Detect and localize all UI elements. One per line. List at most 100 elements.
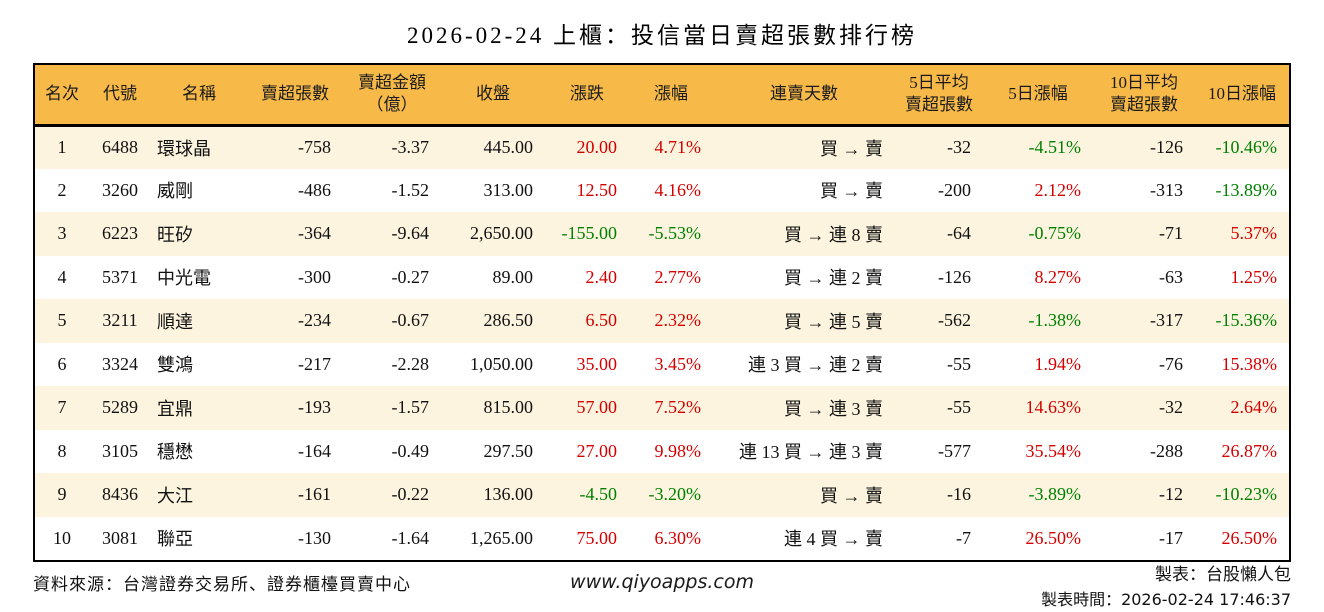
cell-pct10: -10.23%: [1215, 484, 1278, 505]
cell-pct5: 35.54%: [1025, 440, 1082, 461]
cell-amount: -3.37: [391, 137, 430, 157]
cell-streak: 連 4 買 → 賣: [784, 529, 883, 550]
header-pct5: 5日漲幅: [983, 65, 1093, 127]
cell-change_pct: 7.52%: [654, 397, 702, 418]
cell-change: 35.00: [576, 353, 618, 374]
cell-pct10: 2.64%: [1230, 397, 1278, 418]
cell-avg5: -126: [938, 266, 971, 287]
table-row: 10 3081 聯亞 -130 -1.64 1,265.00 75.00 6.30% 連 4 買…: [35, 516, 1289, 560]
cell-rank: 10: [53, 527, 71, 548]
cell-change_pct: 2.32%: [654, 310, 702, 331]
cell-net_sell: -161: [298, 484, 331, 505]
cell-avg10: -313: [1150, 179, 1183, 200]
cell-change: 6.50: [585, 310, 618, 331]
cell-code: 5371: [102, 266, 138, 287]
cell-avg10: -317: [1150, 310, 1183, 331]
cell-pct10: 15.38%: [1221, 353, 1278, 374]
cell-change_pct: 6.30%: [654, 527, 702, 548]
cell-pct5: -4.51%: [1028, 137, 1082, 157]
header-name: 名稱: [151, 65, 247, 127]
cell-code: 5289: [102, 397, 138, 418]
cell-close: 815.00: [483, 397, 534, 418]
cell-avg10: -63: [1159, 266, 1183, 287]
cell-streak: 買 → 賣: [820, 181, 883, 202]
header-avg5: 5日平均 賣超張數: [895, 65, 983, 127]
cell-avg10: -71: [1159, 223, 1183, 244]
table-row: 6 3324 雙鴻 -217 -2.28 1,050.00 35.00 3.45% 連 3 買 …: [35, 342, 1289, 386]
cell-pct5: 1.94%: [1034, 353, 1082, 374]
header-rank: 名次: [35, 65, 89, 127]
cell-streak: 買 → 連 2 賣: [784, 268, 883, 289]
cell-pct10: -15.36%: [1215, 310, 1278, 331]
cell-avg10: -126: [1150, 137, 1183, 157]
cell-pct10: -13.89%: [1215, 179, 1278, 200]
cell-code: 3211: [102, 310, 138, 331]
header-amount: 賣超金額 （億）: [343, 65, 441, 127]
cell-code: 3081: [102, 527, 138, 548]
cell-name: 順達: [157, 311, 193, 332]
cell-streak: 連 13 買 → 連 3 賣: [739, 442, 883, 463]
cell-pct10: 26.87%: [1221, 440, 1278, 461]
cell-change_pct: -5.53%: [648, 223, 702, 244]
cell-close: 2,650.00: [470, 223, 533, 244]
cell-avg5: -16: [947, 484, 971, 505]
cell-net_sell: -164: [298, 440, 331, 461]
cell-pct10: 26.50%: [1221, 527, 1278, 548]
footer-website-url: www.qiyoapps.com: [570, 571, 754, 593]
cell-change_pct: 3.45%: [654, 353, 702, 374]
cell-change: -155.00: [561, 223, 618, 244]
cell-avg10: -32: [1159, 397, 1183, 418]
cell-amount: -0.49: [391, 440, 430, 461]
cell-change: 2.40: [585, 266, 618, 287]
cell-pct5: 14.63%: [1025, 397, 1082, 418]
cell-pct5: -1.38%: [1028, 310, 1082, 331]
header-code: 代號: [89, 65, 151, 127]
cell-change: 27.00: [576, 440, 618, 461]
cell-close: 1,050.00: [470, 353, 533, 374]
header-avg10: 10日平均 賣超張數: [1093, 65, 1195, 127]
cell-rank: 2: [57, 179, 67, 200]
cell-net_sell: -130: [298, 527, 331, 548]
cell-change: 57.00: [576, 397, 618, 418]
table-row: 8 3105 穩懋 -164 -0.49 297.50 27.00 9.98% 連 13 買 →…: [35, 429, 1289, 473]
cell-net_sell: -486: [298, 179, 331, 200]
cell-change_pct: -3.20%: [648, 484, 702, 505]
table-body: 1 6488 環球晶 -758 -3.37 445.00 20.00 4.71% 買 → 賣 -3…: [35, 125, 1289, 560]
cell-streak: 買 → 連 3 賣: [784, 398, 883, 419]
footer-generated-time: 製表時間：2026-02-24 17:46:37: [1041, 590, 1291, 609]
cell-rank: 1: [57, 137, 67, 157]
table-row: 3 6223 旺矽 -364 -9.64 2,650.00 -155.00 -5.53% 買 →…: [35, 212, 1289, 256]
cell-amount: -0.67: [391, 310, 430, 331]
table-row: 9 8436 大江 -161 -0.22 136.00 -4.50 -3.20% 買 → 賣 -1…: [35, 473, 1289, 517]
cell-avg10: -12: [1159, 484, 1183, 505]
cell-name: 威剛: [157, 181, 193, 202]
cell-streak: 買 → 連 8 賣: [784, 224, 883, 245]
cell-change_pct: 4.16%: [654, 179, 702, 200]
cell-streak: 買 → 賣: [820, 138, 883, 159]
cell-pct5: -0.75%: [1028, 223, 1082, 244]
cell-amount: -0.27: [391, 266, 430, 287]
header-pct10: 10日漲幅: [1195, 65, 1289, 127]
cell-net_sell: -217: [298, 353, 331, 374]
cell-code: 3324: [102, 353, 138, 374]
cell-name: 環球晶: [157, 138, 211, 159]
page-title: 2026-02-24 上櫃：投信當日賣超張數排行榜: [406, 23, 918, 48]
cell-close: 286.50: [483, 310, 534, 331]
cell-avg5: -577: [938, 440, 971, 461]
footer-data-source: 資料來源：台灣證券交易所、證券櫃檯買賣中心: [33, 575, 411, 594]
cell-code: 8436: [102, 484, 138, 505]
cell-amount: -1.52: [391, 179, 430, 200]
cell-avg10: -76: [1159, 353, 1183, 374]
cell-amount: -1.57: [391, 397, 430, 418]
cell-amount: -2.28: [391, 353, 430, 374]
cell-net_sell: -758: [298, 137, 331, 157]
cell-close: 445.00: [483, 137, 534, 157]
cell-close: 297.50: [483, 440, 534, 461]
cell-avg10: -17: [1159, 527, 1183, 548]
footer-credits: 製表：台股懶人包 製表時間：2026-02-24 17:46:37: [1041, 562, 1291, 612]
cell-streak: 買 → 賣: [820, 485, 883, 506]
cell-code: 3260: [102, 179, 138, 200]
cell-amount: -0.22: [391, 484, 430, 505]
cell-pct10: 1.25%: [1230, 266, 1278, 287]
cell-avg5: -7: [956, 527, 971, 548]
